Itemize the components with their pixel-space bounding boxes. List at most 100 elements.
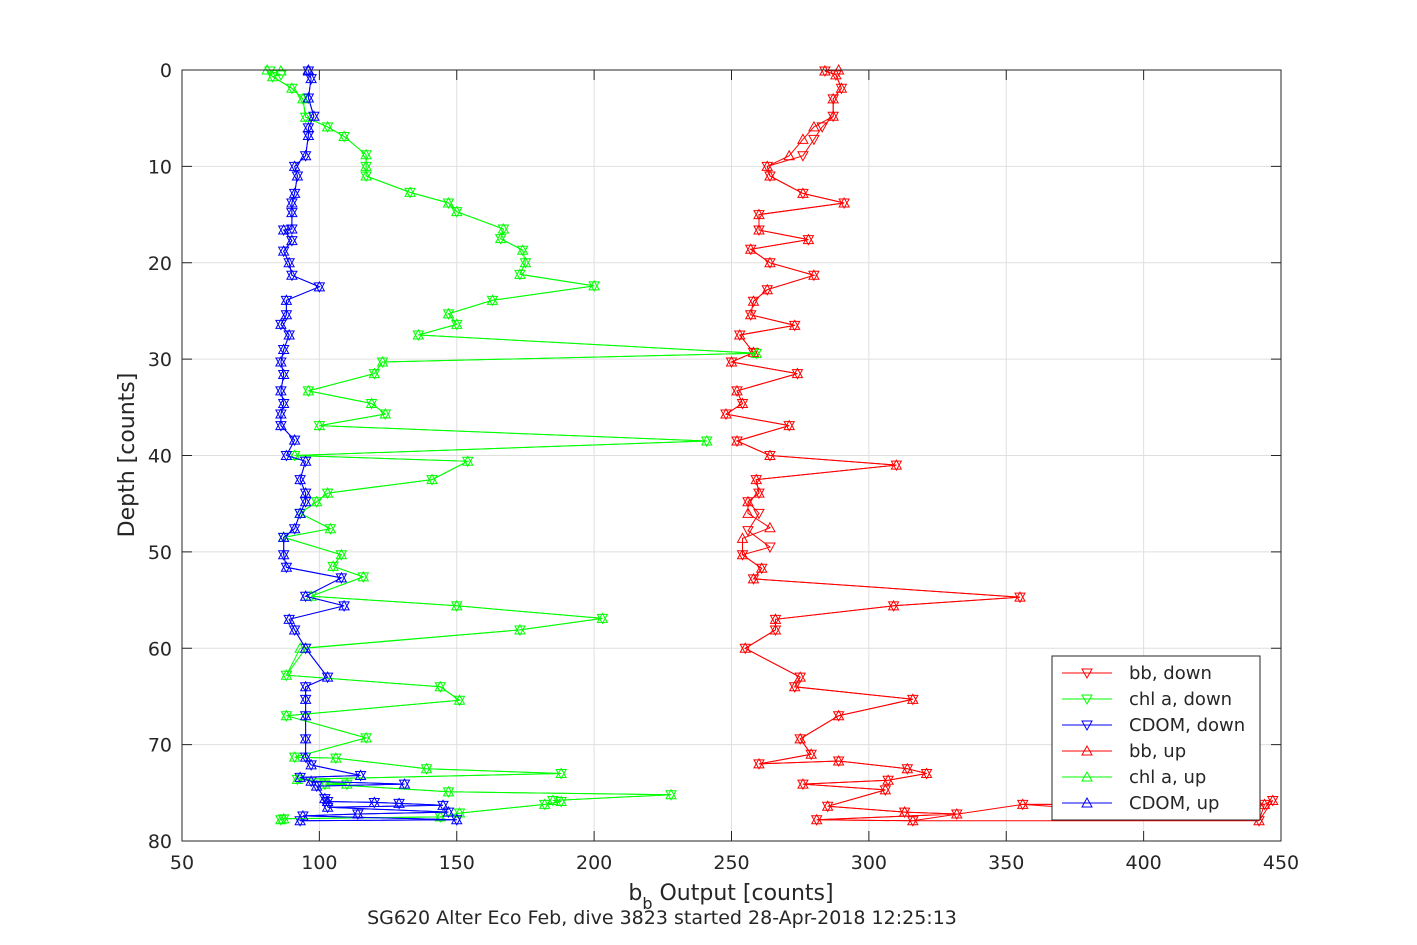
- data-point-marker: [794, 732, 807, 744]
- data-point-marker: [783, 419, 796, 431]
- data-point-marker: [291, 773, 304, 784]
- data-point-marker: [514, 268, 526, 279]
- data-point-marker: [835, 82, 848, 93]
- data-point-marker: [747, 295, 760, 306]
- data-point-marker: [731, 384, 743, 396]
- data-point-marker: [302, 121, 315, 133]
- data-point-marker: [275, 355, 287, 367]
- data-point-marker: [299, 732, 312, 744]
- data-point-marker: [286, 206, 298, 218]
- x-axis-label: bb Output [counts]: [628, 881, 833, 913]
- data-point-marker: [920, 767, 933, 779]
- data-point-marker: [360, 160, 372, 171]
- data-point-marker: [725, 355, 738, 367]
- data-point-marker: [299, 709, 312, 721]
- data-point-marker: [365, 397, 378, 408]
- x-tick-label: 100: [301, 852, 337, 874]
- legend-entry: chl a, up: [1129, 767, 1206, 788]
- series-line: [280, 70, 457, 822]
- data-point-marker: [305, 72, 317, 84]
- data-point-marker: [299, 751, 312, 762]
- data-point-marker: [887, 599, 900, 611]
- legend-swatch-marker: [1081, 694, 1093, 706]
- data-point-marker: [1266, 794, 1279, 806]
- data-point-marker: [739, 642, 752, 653]
- data-point-marker: [294, 473, 306, 485]
- data-point-marker: [769, 623, 782, 635]
- data-point-marker: [788, 319, 801, 330]
- data-point-marker: [808, 269, 820, 280]
- data-point-marker: [305, 758, 317, 770]
- legend-swatch-marker: [1081, 668, 1093, 680]
- data-point-marker: [794, 671, 807, 682]
- data-point-marker: [299, 149, 312, 161]
- data-point-marker: [753, 223, 765, 235]
- y-tick-label: 40: [148, 446, 172, 468]
- data-point-marker: [277, 531, 290, 542]
- legend-entry: CDOM, down: [1129, 715, 1245, 736]
- y-tick-label: 20: [148, 253, 172, 275]
- data-point-marker: [321, 795, 334, 806]
- data-point-marker: [335, 548, 348, 560]
- data-point-marker: [442, 196, 455, 208]
- legend-swatch-marker: [1081, 796, 1093, 808]
- data-point-marker: [275, 318, 287, 329]
- data-point-marker: [404, 186, 416, 197]
- legend-box: [1051, 655, 1261, 821]
- data-point-marker: [294, 507, 306, 518]
- data-point-marker: [832, 754, 845, 766]
- data-point-marker: [797, 133, 809, 144]
- data-point-marker: [321, 120, 334, 132]
- data-point-marker: [453, 694, 466, 705]
- data-point-marker: [736, 548, 749, 560]
- data-point-marker: [360, 169, 372, 181]
- series-line: [724, 69, 1274, 822]
- data-point-marker: [753, 757, 765, 769]
- data-point-marker: [747, 346, 760, 357]
- legend-entry: bb, down: [1129, 663, 1212, 684]
- data-point-marker: [302, 91, 315, 103]
- data-point-marker: [280, 449, 293, 460]
- data-point-marker: [755, 562, 768, 573]
- data-point-marker: [277, 368, 290, 380]
- data-point-marker: [299, 487, 312, 498]
- data-point-marker: [299, 455, 312, 466]
- data-point-marker: [808, 134, 820, 146]
- data-point-marker: [736, 532, 749, 543]
- data-point-marker: [288, 187, 301, 198]
- data-point-marker: [494, 232, 507, 244]
- data-point-marker: [898, 806, 911, 817]
- data-point-marker: [742, 526, 754, 537]
- data-point-marker: [753, 208, 765, 220]
- data-point-marker: [341, 778, 353, 789]
- data-point-marker: [335, 571, 348, 583]
- data-point-marker: [357, 570, 370, 582]
- data-point-marker: [450, 599, 463, 611]
- dive-footer: SG620 Alter Eco Feb, dive 3823 started 2…: [367, 907, 957, 929]
- data-point-marker: [286, 82, 298, 93]
- data-point-marker: [412, 329, 425, 340]
- data-point-marker: [324, 522, 337, 534]
- data-point-marker: [338, 599, 350, 611]
- data-point-marker: [588, 279, 600, 291]
- data-point-marker: [547, 794, 559, 806]
- data-point-marker: [277, 397, 290, 408]
- data-point-marker: [516, 244, 529, 255]
- data-point-marker: [879, 783, 892, 795]
- data-point-marker: [286, 234, 298, 246]
- data-point-marker: [275, 419, 287, 431]
- x-axis-label-subscript: b: [642, 894, 652, 913]
- data-point-marker: [280, 294, 293, 305]
- data-point-marker: [555, 767, 568, 779]
- data-point-marker: [832, 709, 845, 721]
- data-point-marker: [398, 778, 411, 789]
- data-point-marker: [442, 307, 455, 319]
- data-point-marker: [379, 408, 392, 419]
- data-point-marker: [299, 495, 312, 507]
- data-point-marker: [266, 70, 279, 82]
- y-axis-label: Depth [counts]: [115, 373, 140, 538]
- series-line: [266, 69, 757, 821]
- legend-swatch-marker: [1081, 720, 1093, 732]
- data-point-marker: [434, 680, 447, 692]
- data-point-marker: [288, 434, 301, 445]
